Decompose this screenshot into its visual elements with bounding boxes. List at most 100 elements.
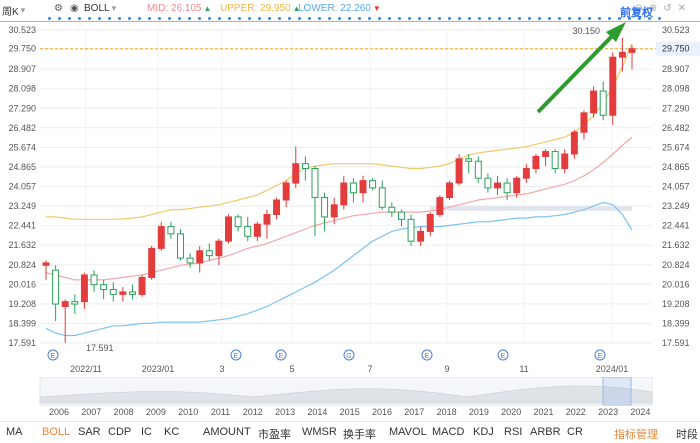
- event-dot: [408, 17, 411, 20]
- candle-body: [321, 197, 329, 218]
- plus-circle-icon[interactable]: ⊕: [648, 3, 664, 14]
- candle-body: [590, 90, 598, 114]
- event-marker-letter: E: [234, 353, 239, 360]
- candle-body: [397, 211, 405, 220]
- tab-16[interactable]: 指标管理: [614, 429, 658, 441]
- event-dot: [508, 17, 511, 20]
- candle-body: [186, 257, 194, 264]
- restore-rights-label[interactable]: 前复权: [620, 7, 653, 19]
- event-dot: [598, 17, 601, 20]
- tab-14[interactable]: ARBR: [530, 426, 561, 438]
- high-marker: 30.150: [572, 26, 600, 36]
- navigator-overview[interactable]: 2006 2007 2008 2009 2010 2011 2012 2013 2014 2015…: [0, 377, 700, 421]
- candle-body: [426, 214, 434, 232]
- event-dot: [308, 17, 311, 20]
- candlestick-chart[interactable]: 30.523 30.523 29.750 29.750 28.907 28.907 28.0…: [0, 22, 700, 377]
- period-selector[interactable]: 周K ▾: [2, 3, 25, 18]
- indicator-selector[interactable]: BOLL ▾: [84, 3, 116, 14]
- y-tick-left: 28.098: [8, 84, 36, 94]
- accent-divider: [0, 21, 700, 22]
- tab-5[interactable]: KC: [164, 426, 180, 438]
- candle-body: [561, 153, 569, 170]
- x-tick: 2022/11: [70, 364, 102, 374]
- event-dot: [138, 17, 141, 20]
- boll-upper-line: [46, 43, 633, 220]
- candle-body: [599, 90, 607, 116]
- y-tick-left: 24.057: [8, 182, 36, 192]
- tab-4[interactable]: IC: [141, 426, 152, 438]
- tab-13[interactable]: RSI: [504, 426, 523, 438]
- navigator-year: 2023: [598, 407, 618, 417]
- y-tick-left: 20.824: [8, 260, 36, 270]
- candle-body: [378, 187, 386, 208]
- navigator-year: 2021: [533, 407, 553, 417]
- event-dot-row: [0, 17, 700, 23]
- y-tick-right: 24.057: [662, 182, 690, 192]
- y-tick-right: 24.865: [662, 162, 690, 172]
- candle-body: [455, 158, 463, 184]
- navigator-year: 2014: [307, 407, 327, 417]
- event-dot: [548, 17, 551, 20]
- navigator-year: 2006: [49, 407, 69, 417]
- candle-body: [148, 247, 156, 278]
- annotation-arrowhead: [606, 22, 626, 42]
- y-tick-right: 18.399: [662, 318, 690, 328]
- event-dot: [618, 17, 621, 20]
- event-dot: [238, 17, 241, 20]
- event-marker-icon: [497, 349, 509, 361]
- y-tick-right: 17.591: [662, 338, 690, 348]
- tab-12[interactable]: KDJ: [473, 426, 494, 438]
- event-dot: [648, 17, 651, 20]
- tab-10[interactable]: MAVOL: [389, 426, 427, 438]
- navigator-window: [602, 377, 632, 406]
- y-tick-left: 27.290: [8, 103, 36, 113]
- upper-value: UPPER: 29.950 ▲: [220, 3, 301, 14]
- boll-mid-line: [45, 136, 633, 281]
- candle-body: [503, 182, 511, 194]
- event-dot: [658, 17, 661, 20]
- arrow-up-icon: ▲: [203, 4, 212, 13]
- tab-0[interactable]: MA: [6, 426, 23, 438]
- candle-body: [61, 301, 69, 307]
- event-dot: [458, 17, 461, 20]
- tab-15[interactable]: CR: [567, 426, 583, 438]
- event-dot: [288, 17, 291, 20]
- gear-icon[interactable]: ⚙: [54, 3, 63, 14]
- tab-7[interactable]: 市盈率: [258, 429, 291, 441]
- candle-body: [618, 51, 626, 58]
- event-marker-icon: [343, 349, 355, 361]
- candle-body: [52, 269, 60, 305]
- tab-6[interactable]: AMOUNT: [203, 426, 251, 438]
- y-tick-left: 17.591: [8, 338, 36, 348]
- event-dot: [178, 17, 181, 20]
- tab-1[interactable]: BOLL: [42, 426, 71, 438]
- event-dot: [158, 17, 161, 20]
- tab-8[interactable]: WMSR: [302, 426, 337, 438]
- tab-2[interactable]: SAR: [78, 426, 101, 438]
- event-dot: [378, 17, 381, 20]
- boll-lower-line: [45, 201, 633, 337]
- back-icon[interactable]: ↺: [663, 3, 678, 14]
- tab-17[interactable]: 时段: [676, 429, 698, 441]
- candle-body: [205, 250, 213, 257]
- event-dot: [558, 17, 561, 20]
- event-dot: [338, 17, 341, 20]
- event-dot: [588, 17, 591, 20]
- eye-icon[interactable]: ◉: [70, 3, 79, 14]
- close-icon[interactable]: ✕: [677, 3, 692, 14]
- event-marker-icon: [47, 349, 59, 361]
- tab-9[interactable]: 换手率: [343, 429, 376, 441]
- minus-circle-icon[interactable]: ⊖: [634, 3, 649, 14]
- chevron-down-icon: ▾: [20, 5, 26, 15]
- event-dot: [118, 17, 121, 20]
- y-tick-left: 22.441: [8, 221, 36, 231]
- navigator-year: 2016: [372, 407, 392, 417]
- candle-body: [71, 301, 79, 305]
- tab-11[interactable]: MACD: [432, 426, 465, 438]
- x-tick: 2024/01: [596, 364, 629, 374]
- event-marker-letter: G: [346, 353, 351, 360]
- navigator-year: 2013: [275, 407, 295, 417]
- event-dot: [488, 17, 491, 20]
- tab-3[interactable]: CDP: [108, 426, 132, 438]
- event-dot: [208, 17, 211, 20]
